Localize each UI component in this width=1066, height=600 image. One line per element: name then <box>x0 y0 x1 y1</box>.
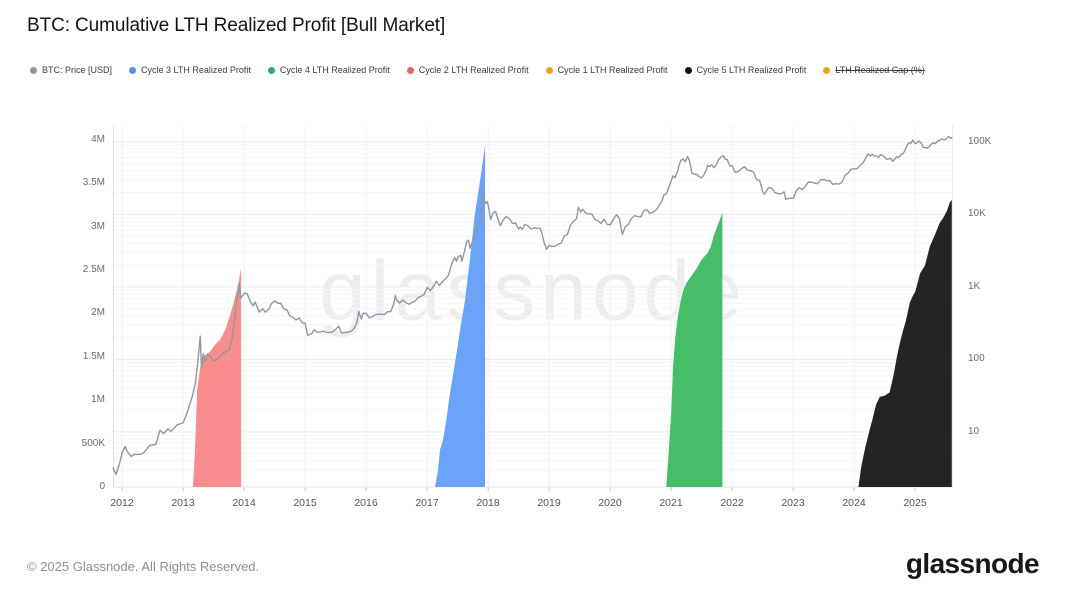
chart-title: BTC: Cumulative LTH Realized Profit [Bul… <box>27 15 446 36</box>
legend-item-cycle-2-lth-realized-profit[interactable]: Cycle 2 LTH Realized Profit <box>406 65 529 75</box>
cycle-2-lth-realized-profit-area <box>192 268 242 487</box>
x-tick-label: 2022 <box>720 497 744 509</box>
legend-dot-icon <box>129 66 137 74</box>
x-tick-label: 2025 <box>903 497 927 509</box>
legend-item-cycle-1-lth-realized-profit[interactable]: Cycle 1 LTH Realized Profit <box>545 65 668 75</box>
cycle-5-lth-realized-profit-area <box>858 199 952 487</box>
glassnode-logo: glassnode <box>905 548 1040 579</box>
legend-dot-icon <box>30 66 37 74</box>
y-left-tick-label: 2M <box>91 307 105 318</box>
y-right-tick-label: 10K <box>968 208 986 219</box>
y-left-tick-label: 4M <box>91 134 105 145</box>
x-tick-label: 2016 <box>354 497 378 509</box>
legend-item-cycle-4-lth-realized-profit[interactable]: Cycle 4 LTH Realized Profit <box>267 65 390 75</box>
legend-item-btc-price-usd[interactable]: BTC: Price [USD] <box>30 65 112 75</box>
legend-dot-icon <box>406 66 414 74</box>
y-left-tick-label: 0 <box>99 481 105 492</box>
y-right-tick-label: 100 <box>968 353 985 364</box>
legend: BTC: Price [USD] Cycle 3 LTH Realized Pro… <box>30 65 925 75</box>
plot-svg <box>112 125 953 491</box>
btc-price-usd-line <box>112 136 953 476</box>
y-left-tick-label: 3.5M <box>82 177 105 188</box>
legend-label: Cycle 3 LTH Realized Profit <box>141 65 251 75</box>
y-left-tick-label: 1.5M <box>82 351 105 362</box>
x-tick-label: 2023 <box>781 497 805 509</box>
legend-label: Cycle 4 LTH Realized Profit <box>279 65 390 75</box>
legend-label: LTH Realized Cap (%) <box>835 65 925 75</box>
x-tick-label: 2019 <box>537 497 561 509</box>
x-tick-label: 2013 <box>171 497 195 509</box>
x-tick-label: 2018 <box>476 497 500 509</box>
y-left-tick-label: 1M <box>91 394 105 405</box>
y-right-tick-label: 10 <box>968 426 980 437</box>
y-right-tick-label: 100K <box>968 136 992 147</box>
x-tick-label: 2015 <box>293 497 317 509</box>
y-left-tick-label: 2.5M <box>82 264 105 275</box>
legend-dot-icon <box>545 66 553 74</box>
x-tick-label: 2021 <box>659 497 683 509</box>
cycle-3-lth-realized-profit-area <box>435 145 486 487</box>
cycle-4-lth-realized-profit-area <box>666 212 723 487</box>
x-tick-label: 2020 <box>598 497 622 509</box>
x-tick-label: 2024 <box>842 497 866 509</box>
y-left-tick-label: 3M <box>91 221 105 232</box>
legend-label: Cycle 1 LTH Realized Profit <box>557 65 668 75</box>
legend-dot-icon <box>267 66 275 74</box>
x-tick-label: 2017 <box>415 497 439 509</box>
legend-label: BTC: Price [USD] <box>42 65 113 75</box>
legend-label: Cycle 2 LTH Realized Profit <box>418 65 529 75</box>
legend-dot-icon <box>823 66 831 74</box>
legend-item-cycle-5-lth-realized-profit[interactable]: Cycle 5 LTH Realized Profit <box>684 65 807 75</box>
copyright-text: © 2025 Glassnode. All Rights Reserved. <box>27 559 260 574</box>
legend-item-lth-realized-cap[interactable]: LTH Realized Cap (%) <box>823 65 925 75</box>
y-left-tick-label: 500K <box>81 438 105 449</box>
legend-item-cycle-3-lth-realized-profit[interactable]: Cycle 3 LTH Realized Profit <box>129 65 251 75</box>
x-tick-label: 2014 <box>232 497 256 509</box>
legend-label: Cycle 5 LTH Realized Profit <box>696 65 807 75</box>
y-right-tick-label: 1K <box>968 281 981 292</box>
legend-dot-icon <box>684 66 692 74</box>
x-tick-label: 2012 <box>110 497 134 509</box>
